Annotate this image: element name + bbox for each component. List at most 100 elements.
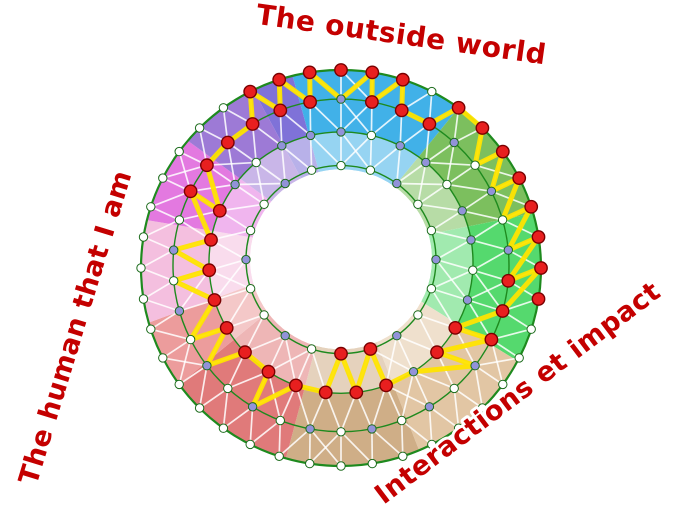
node[interactable] [146,202,156,212]
node[interactable] [245,284,256,294]
node-highlighted[interactable] [394,103,409,118]
node[interactable] [398,451,408,461]
node-highlighted[interactable] [365,65,380,80]
node[interactable] [497,215,508,225]
node[interactable] [138,294,149,304]
node[interactable] [408,367,419,377]
node-highlighted[interactable] [238,345,252,360]
node-highlighted[interactable] [524,199,539,214]
node-highlighted[interactable] [364,95,379,109]
node[interactable] [424,402,435,412]
node[interactable] [174,215,185,225]
node[interactable] [251,157,261,168]
node[interactable] [259,310,269,320]
node[interactable] [426,225,437,236]
node-highlighted[interactable] [261,364,276,379]
node[interactable] [449,137,459,148]
node-highlighted[interactable] [220,135,235,150]
node-highlighted[interactable] [212,203,227,218]
node[interactable] [223,383,233,394]
node[interactable] [395,141,405,151]
node-highlighted[interactable] [451,100,466,115]
node[interactable] [498,379,508,390]
node[interactable] [336,94,346,104]
node[interactable] [426,284,437,294]
node[interactable] [305,130,316,141]
node-highlighted[interactable] [534,261,548,275]
node[interactable] [367,424,377,434]
node-highlighted[interactable] [495,304,510,318]
node-highlighted[interactable] [219,320,234,335]
node[interactable] [138,232,149,242]
node[interactable] [470,160,480,170]
node[interactable] [174,379,184,390]
node[interactable] [174,306,185,316]
node[interactable] [158,173,168,183]
node[interactable] [367,458,377,469]
node[interactable] [503,245,513,255]
node-highlighted[interactable] [207,293,222,307]
node-highlighted[interactable] [501,273,516,288]
node[interactable] [305,458,315,469]
sector-tan-light[interactable] [376,301,518,451]
node[interactable] [413,199,423,210]
sector-green-muted[interactable] [394,107,534,235]
node[interactable] [277,141,287,151]
node[interactable] [169,276,179,286]
node[interactable] [392,331,402,341]
node[interactable] [218,103,229,113]
node[interactable] [336,160,346,171]
node[interactable] [526,324,536,334]
node[interactable] [136,263,146,273]
node[interactable] [427,439,437,450]
node[interactable] [259,199,269,210]
node[interactable] [146,324,156,334]
node[interactable] [449,383,459,394]
node[interactable] [194,403,205,413]
node-highlighted[interactable] [302,65,317,80]
node-highlighted[interactable] [363,342,378,356]
node[interactable] [336,127,346,137]
node[interactable] [442,179,452,190]
node-highlighted[interactable] [430,345,444,360]
node[interactable] [194,123,205,133]
node[interactable] [241,254,251,265]
node[interactable] [336,461,346,471]
node[interactable] [365,165,376,175]
node-highlighted[interactable] [334,346,348,361]
node[interactable] [306,165,317,175]
node-highlighted[interactable] [272,72,287,87]
node[interactable] [306,344,317,354]
node[interactable] [280,331,290,341]
node-highlighted[interactable] [531,230,546,244]
node-highlighted[interactable] [245,117,260,131]
node[interactable] [169,245,179,255]
node-highlighted[interactable] [303,95,317,109]
node[interactable] [280,178,290,189]
node[interactable] [174,146,184,157]
node[interactable] [245,225,256,236]
node[interactable] [421,157,431,168]
node-highlighted[interactable] [243,84,258,99]
node[interactable] [185,334,196,345]
node-highlighted[interactable] [484,332,499,347]
node-highlighted[interactable] [183,184,198,199]
node[interactable] [470,361,480,371]
node[interactable] [230,179,240,190]
node-highlighted[interactable] [349,385,364,400]
node[interactable] [336,427,346,437]
node[interactable] [468,265,478,275]
node[interactable] [158,353,168,363]
node-highlighted[interactable] [202,263,217,278]
node[interactable] [218,423,229,433]
node-highlighted[interactable] [531,292,546,306]
node-highlighted[interactable] [422,117,437,131]
node[interactable] [477,403,488,413]
node-highlighted[interactable] [334,63,348,77]
node[interactable] [245,439,255,450]
node-highlighted[interactable] [495,144,510,159]
node[interactable] [202,361,212,371]
node[interactable] [457,206,467,216]
node[interactable] [397,415,407,426]
node-highlighted[interactable] [475,121,490,135]
